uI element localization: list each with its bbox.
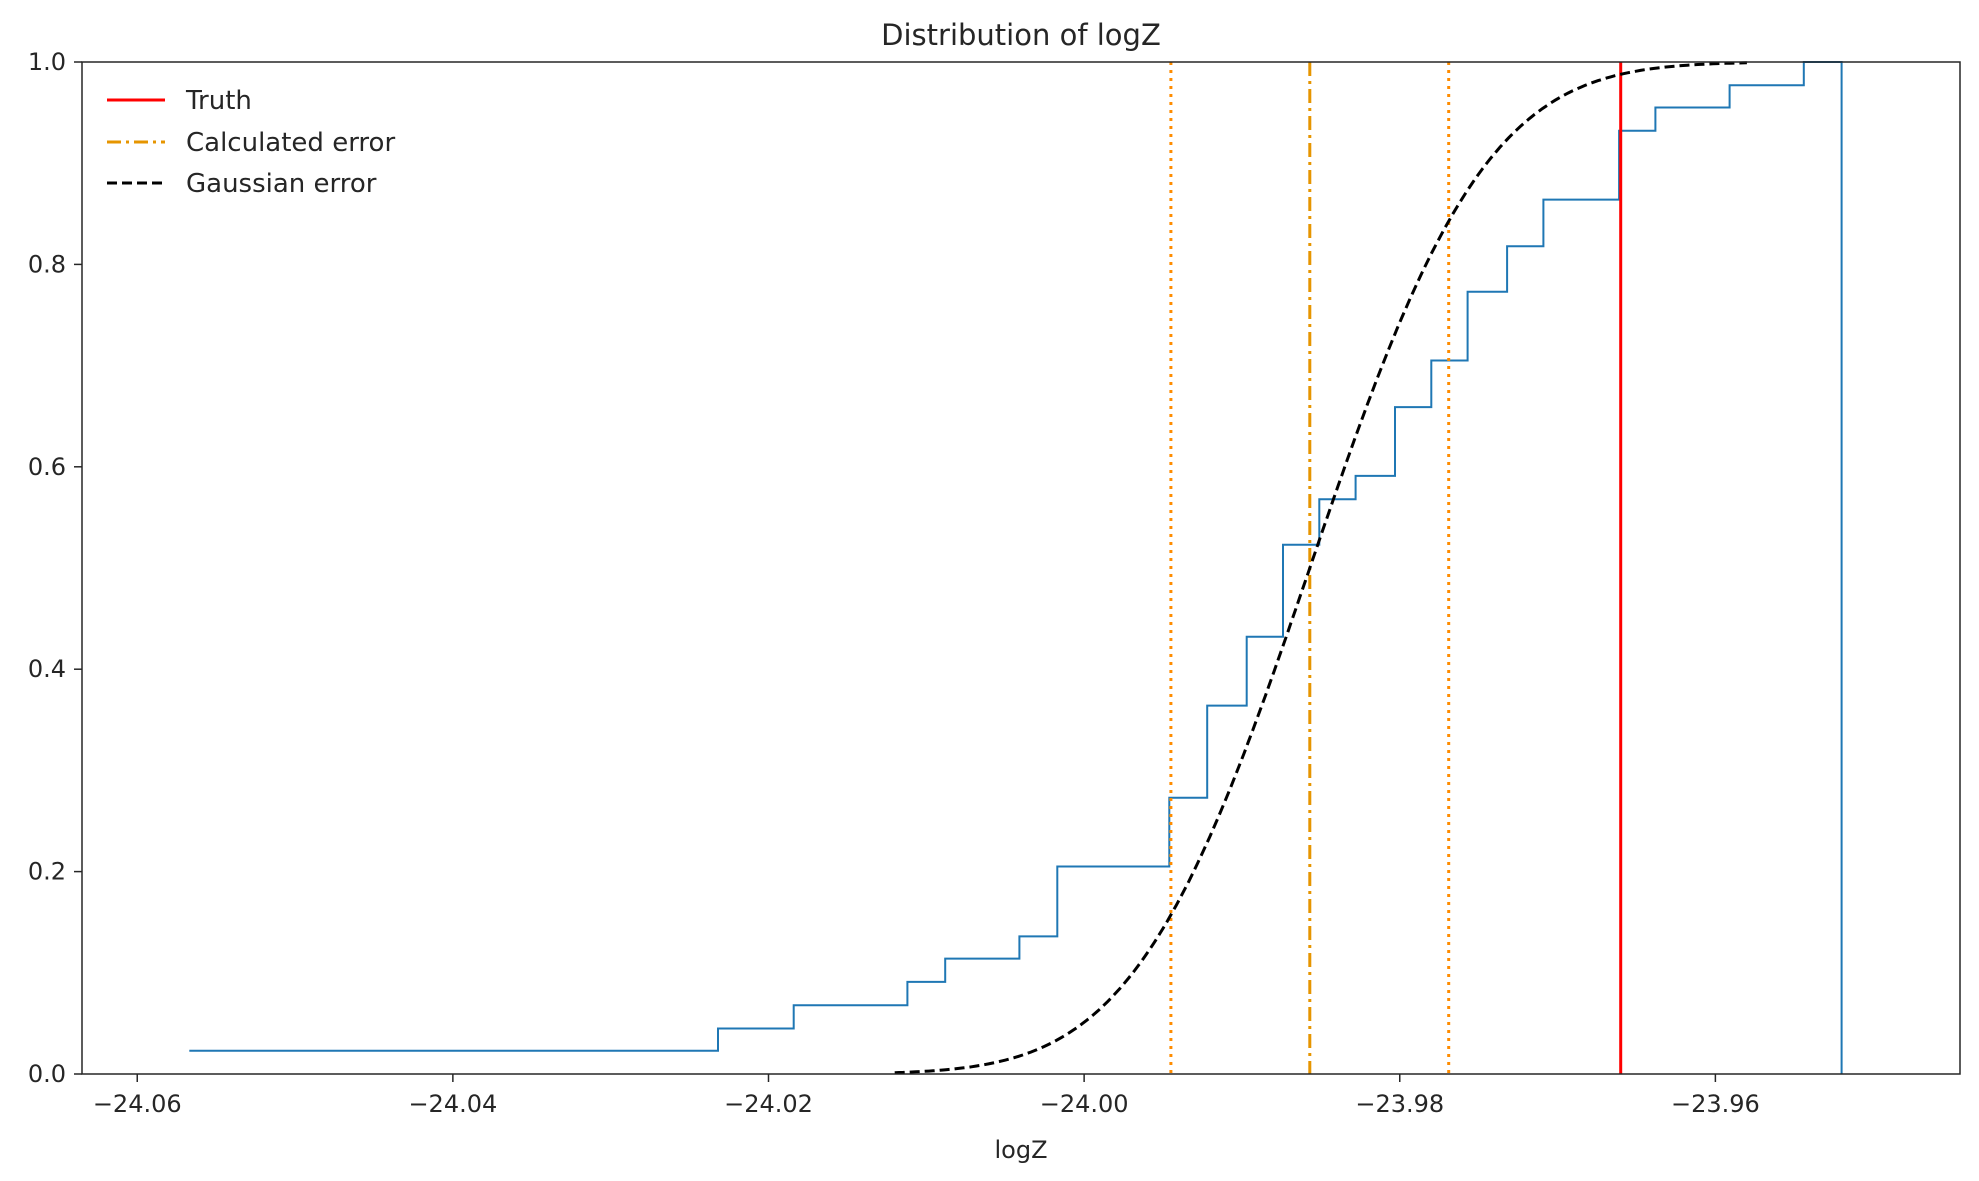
y-tick-label: 0.8 [28,250,66,278]
gaussian-cdf-line [894,61,1747,1075]
x-tick-label: −23.98 [1355,1090,1444,1118]
ecdf-step-line [189,61,1843,1074]
axis-ticks: −24.06 −24.04 −24.02 −24.00 −23.98 −23.96 0.0 0… [28,48,1760,1118]
x-tick-label: −24.02 [724,1090,813,1118]
y-tick-label: 1.0 [28,48,66,76]
x-tick-label: −24.04 [408,1090,497,1118]
x-tick-label: −23.96 [1671,1090,1760,1118]
x-axis-label: logZ [994,1136,1047,1164]
plot-area [189,61,1843,1075]
legend: Truth Calculated error Gaussian error [107,86,395,199]
x-tick-label: −24.06 [93,1090,182,1118]
legend-calculated-label: Calculated error [186,128,395,158]
y-tick-label: 0.4 [28,655,66,683]
x-tick-label: −24.00 [1040,1090,1129,1118]
legend-truth-label: Truth [185,86,252,116]
y-tick-label: 0.6 [28,453,66,481]
y-tick-label: 0.0 [28,1060,66,1088]
plot-frame [81,61,1961,1075]
chart-title: Distribution of logZ [881,18,1161,52]
y-tick-label: 0.2 [28,858,66,886]
legend-gaussian-label: Gaussian error [186,169,377,199]
